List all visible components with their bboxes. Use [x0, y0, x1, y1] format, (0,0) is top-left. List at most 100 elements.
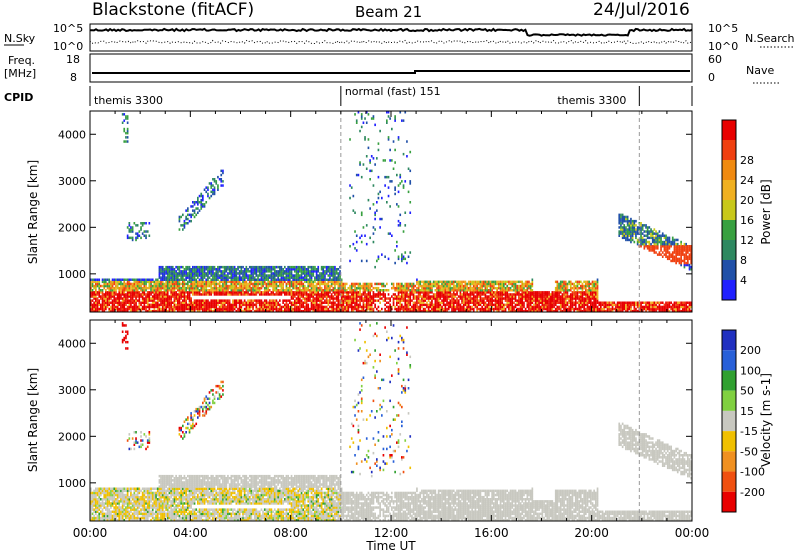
range-gate-cell — [583, 297, 585, 300]
range-gate-cell — [279, 280, 281, 284]
range-gate-cell — [250, 268, 253, 271]
range-gate-cell — [290, 284, 293, 288]
range-gate-cell — [202, 291, 204, 294]
range-gate-cell — [454, 280, 457, 284]
range-gate-cell — [183, 222, 186, 225]
range-gate-cell — [220, 265, 223, 269]
range-gate-cell — [260, 278, 263, 281]
range-gate-cell — [155, 309, 157, 313]
range-gate-cell — [217, 282, 219, 286]
range-gate-cell — [391, 159, 393, 162]
range-gate-cell — [103, 309, 106, 313]
range-gate-cell — [299, 265, 301, 269]
range-gate-cell — [315, 303, 318, 307]
range-gate-cell — [202, 194, 204, 198]
range-gate-cell — [399, 307, 402, 311]
range-gate-cell — [317, 291, 320, 294]
range-gate-cell — [95, 280, 97, 284]
range-gate-cell — [426, 284, 428, 288]
range-gate-cell — [113, 297, 116, 300]
range-gate-cell — [187, 280, 189, 284]
range-gate-cell — [178, 289, 181, 292]
range-gate-cell — [103, 297, 106, 300]
range-gate-cell — [340, 305, 343, 309]
range-gate-cell — [173, 268, 176, 271]
range-gate-cell — [474, 295, 477, 298]
range-gate-cell — [357, 111, 360, 114]
range-gate-cell — [352, 309, 355, 313]
range-gate-cell — [295, 289, 298, 292]
range-gate-cell — [171, 293, 174, 296]
range-gate-cell — [173, 286, 176, 290]
range-gate-cell — [133, 295, 136, 298]
range-gate-cell — [123, 127, 126, 131]
range-gate-cell — [327, 295, 330, 298]
range-gate-cell — [95, 289, 97, 292]
range-gate-cell — [212, 272, 214, 275]
range-gate-cell — [409, 282, 412, 286]
range-gate-cell — [182, 224, 184, 227]
range-gate-cell — [243, 268, 246, 271]
range-gate-cell — [161, 282, 164, 286]
range-gate-cell — [357, 282, 360, 286]
range-gate-cell — [275, 291, 278, 294]
range-gate-cell — [151, 309, 154, 313]
range-gate-cell — [304, 278, 306, 281]
range-gate-cell — [160, 309, 162, 313]
range-gate-cell — [406, 140, 408, 143]
range-gate-cell — [282, 301, 284, 304]
range-gate-cell — [369, 282, 371, 286]
range-gate-cell — [451, 293, 453, 296]
range-gate-cell — [352, 282, 355, 286]
range-gate-cell — [297, 270, 300, 273]
range-gate-cell — [205, 280, 208, 284]
range-gate-cell — [300, 272, 303, 275]
range-gate-cell — [188, 284, 191, 288]
range-gate-cell — [312, 284, 315, 288]
range-gate-cell — [397, 284, 400, 288]
range-gate-cell — [295, 274, 298, 277]
range-gate-cell — [337, 301, 340, 304]
range-gate-cell — [340, 303, 343, 307]
range-gate-cell — [573, 282, 575, 286]
range-gate-cell — [263, 276, 266, 279]
range-gate-cell — [315, 284, 318, 288]
range-gate-cell — [320, 278, 323, 281]
range-gate-cell — [578, 280, 580, 284]
range-gate-cell — [401, 257, 403, 261]
range-gate-cell — [337, 309, 340, 313]
range-gate-cell — [377, 305, 380, 309]
range-gate-cell — [190, 274, 192, 277]
range-gate-cell — [212, 282, 214, 286]
range-gate-cell — [205, 284, 208, 288]
range-gate-cell — [175, 295, 177, 298]
range-gate-cell — [155, 301, 157, 304]
range-gate-cell — [297, 309, 300, 313]
range-gate-cell — [101, 305, 104, 309]
range-gate-cell — [183, 270, 186, 273]
range-gate-cell — [260, 309, 263, 313]
range-gate-cell — [210, 282, 213, 286]
range-gate-cell — [263, 265, 266, 269]
range-gate-cell — [300, 268, 303, 271]
range-gate-cell — [131, 291, 134, 294]
range-gate-cell — [424, 282, 427, 286]
range-gate-cell — [304, 299, 306, 302]
range-gate-cell — [332, 307, 335, 311]
range-gate-cell — [207, 291, 209, 294]
range-gate-cell — [421, 295, 423, 298]
range-gate-cell — [630, 301, 632, 304]
range-gate-cell — [178, 297, 181, 300]
range-gate-cell — [123, 293, 126, 296]
range-gate-cell — [518, 280, 520, 284]
range-gate-cell — [180, 295, 182, 298]
range-gate-cell — [364, 305, 366, 309]
range-gate-cell — [372, 184, 375, 187]
range-gate-cell — [396, 307, 398, 311]
range-gate-cell — [302, 295, 305, 298]
range-gate-cell — [401, 295, 403, 298]
range-gate-cell — [175, 284, 177, 288]
range-gate-cell — [105, 305, 107, 309]
range-gate-cell — [205, 291, 208, 294]
